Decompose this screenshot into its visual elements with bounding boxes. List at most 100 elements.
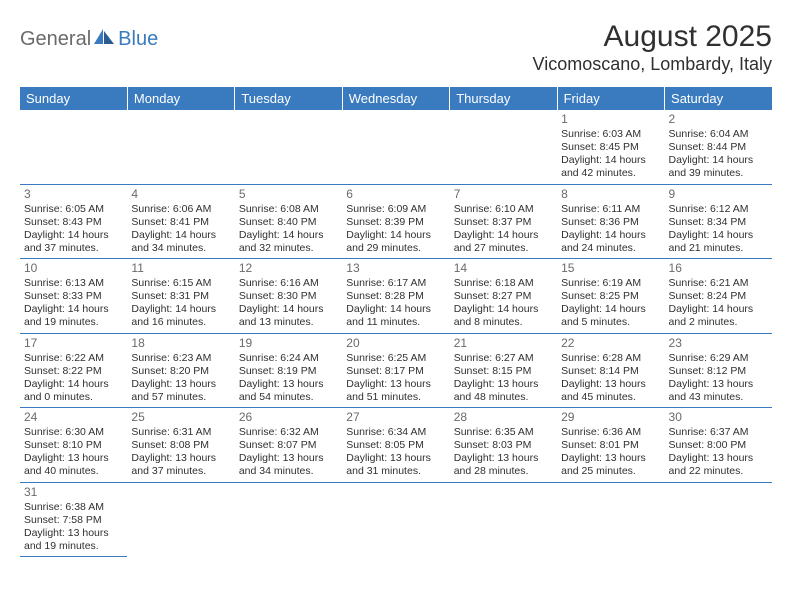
sunrise-line: Sunrise: 6:06 AM (131, 203, 230, 216)
sunset-line: Sunset: 8:24 PM (669, 290, 768, 303)
sunrise-line: Sunrise: 6:24 AM (239, 352, 338, 365)
header: General Blue August 2025 Vicomoscano, Lo… (20, 20, 772, 75)
calendar-row: 24Sunrise: 6:30 AMSunset: 8:10 PMDayligh… (20, 408, 772, 483)
sunrise-line: Sunrise: 6:11 AM (561, 203, 660, 216)
calendar-cell: 27Sunrise: 6:34 AMSunset: 8:05 PMDayligh… (342, 408, 449, 483)
sunrise-line: Sunrise: 6:05 AM (24, 203, 123, 216)
sunset-line: Sunset: 8:17 PM (346, 365, 445, 378)
daylight-line: Daylight: 13 hours and 48 minutes. (454, 378, 553, 404)
day-number: 16 (669, 261, 768, 276)
sunrise-line: Sunrise: 6:08 AM (239, 203, 338, 216)
sunset-line: Sunset: 8:20 PM (131, 365, 230, 378)
day-number: 23 (669, 336, 768, 351)
calendar-cell: 6Sunrise: 6:09 AMSunset: 8:39 PMDaylight… (342, 184, 449, 259)
sunset-line: Sunset: 8:00 PM (669, 439, 768, 452)
day-number: 29 (561, 410, 660, 425)
sunset-line: Sunset: 8:14 PM (561, 365, 660, 378)
daylight-line: Daylight: 14 hours and 27 minutes. (454, 229, 553, 255)
day-number: 2 (669, 112, 768, 127)
calendar-table: SundayMondayTuesdayWednesdayThursdayFrid… (20, 87, 772, 557)
daylight-line: Daylight: 13 hours and 51 minutes. (346, 378, 445, 404)
day-number: 19 (239, 336, 338, 351)
sunrise-line: Sunrise: 6:21 AM (669, 277, 768, 290)
location: Vicomoscano, Lombardy, Italy (533, 54, 772, 75)
sunrise-line: Sunrise: 6:13 AM (24, 277, 123, 290)
sunset-line: Sunset: 8:15 PM (454, 365, 553, 378)
day-number: 18 (131, 336, 230, 351)
calendar-row: 31Sunrise: 6:38 AMSunset: 7:58 PMDayligh… (20, 482, 772, 557)
day-number: 6 (346, 187, 445, 202)
calendar-cell: 16Sunrise: 6:21 AMSunset: 8:24 PMDayligh… (665, 259, 772, 334)
day-number: 4 (131, 187, 230, 202)
sunrise-line: Sunrise: 6:31 AM (131, 426, 230, 439)
sunset-line: Sunset: 8:31 PM (131, 290, 230, 303)
sunrise-line: Sunrise: 6:18 AM (454, 277, 553, 290)
calendar-cell: 12Sunrise: 6:16 AMSunset: 8:30 PMDayligh… (235, 259, 342, 334)
sunrise-line: Sunrise: 6:09 AM (346, 203, 445, 216)
sunrise-line: Sunrise: 6:16 AM (239, 277, 338, 290)
daylight-line: Daylight: 13 hours and 57 minutes. (131, 378, 230, 404)
sunset-line: Sunset: 8:03 PM (454, 439, 553, 452)
calendar-cell: 15Sunrise: 6:19 AMSunset: 8:25 PMDayligh… (557, 259, 664, 334)
day-number: 13 (346, 261, 445, 276)
calendar-cell (235, 482, 342, 557)
daylight-line: Daylight: 13 hours and 19 minutes. (24, 527, 123, 553)
weekday-header: Saturday (665, 87, 772, 110)
sail-icon (93, 28, 115, 51)
sunset-line: Sunset: 8:45 PM (561, 141, 660, 154)
sunset-line: Sunset: 8:10 PM (24, 439, 123, 452)
weekday-header: Tuesday (235, 87, 342, 110)
day-number: 1 (561, 112, 660, 127)
daylight-line: Daylight: 13 hours and 43 minutes. (669, 378, 768, 404)
day-number: 20 (346, 336, 445, 351)
sunset-line: Sunset: 8:12 PM (669, 365, 768, 378)
calendar-row: 3Sunrise: 6:05 AMSunset: 8:43 PMDaylight… (20, 184, 772, 259)
day-number: 25 (131, 410, 230, 425)
calendar-cell: 4Sunrise: 6:06 AMSunset: 8:41 PMDaylight… (127, 184, 234, 259)
sunset-line: Sunset: 8:27 PM (454, 290, 553, 303)
calendar-cell: 28Sunrise: 6:35 AMSunset: 8:03 PMDayligh… (450, 408, 557, 483)
calendar-cell (127, 110, 234, 184)
calendar-cell: 31Sunrise: 6:38 AMSunset: 7:58 PMDayligh… (20, 482, 127, 557)
sunset-line: Sunset: 8:34 PM (669, 216, 768, 229)
calendar-cell: 23Sunrise: 6:29 AMSunset: 8:12 PMDayligh… (665, 333, 772, 408)
sunset-line: Sunset: 8:19 PM (239, 365, 338, 378)
logo-text-general: General (20, 28, 91, 51)
logo-text-blue: Blue (118, 28, 158, 51)
sunrise-line: Sunrise: 6:34 AM (346, 426, 445, 439)
day-number: 7 (454, 187, 553, 202)
sunset-line: Sunset: 8:05 PM (346, 439, 445, 452)
daylight-line: Daylight: 13 hours and 54 minutes. (239, 378, 338, 404)
daylight-line: Daylight: 14 hours and 8 minutes. (454, 303, 553, 329)
sunrise-line: Sunrise: 6:36 AM (561, 426, 660, 439)
daylight-line: Daylight: 14 hours and 39 minutes. (669, 154, 768, 180)
sunrise-line: Sunrise: 6:15 AM (131, 277, 230, 290)
daylight-line: Daylight: 14 hours and 29 minutes. (346, 229, 445, 255)
sunset-line: Sunset: 8:41 PM (131, 216, 230, 229)
sunrise-line: Sunrise: 6:19 AM (561, 277, 660, 290)
day-number: 5 (239, 187, 338, 202)
day-number: 30 (669, 410, 768, 425)
daylight-line: Daylight: 14 hours and 0 minutes. (24, 378, 123, 404)
sunset-line: Sunset: 7:58 PM (24, 514, 123, 527)
daylight-line: Daylight: 13 hours and 34 minutes. (239, 452, 338, 478)
calendar-cell: 19Sunrise: 6:24 AMSunset: 8:19 PMDayligh… (235, 333, 342, 408)
sunrise-line: Sunrise: 6:29 AM (669, 352, 768, 365)
calendar-cell (235, 110, 342, 184)
calendar-cell: 9Sunrise: 6:12 AMSunset: 8:34 PMDaylight… (665, 184, 772, 259)
calendar-cell: 30Sunrise: 6:37 AMSunset: 8:00 PMDayligh… (665, 408, 772, 483)
calendar-cell: 5Sunrise: 6:08 AMSunset: 8:40 PMDaylight… (235, 184, 342, 259)
daylight-line: Daylight: 14 hours and 13 minutes. (239, 303, 338, 329)
calendar-cell: 24Sunrise: 6:30 AMSunset: 8:10 PMDayligh… (20, 408, 127, 483)
sunset-line: Sunset: 8:07 PM (239, 439, 338, 452)
daylight-line: Daylight: 14 hours and 19 minutes. (24, 303, 123, 329)
sunset-line: Sunset: 8:43 PM (24, 216, 123, 229)
daylight-line: Daylight: 13 hours and 22 minutes. (669, 452, 768, 478)
daylight-line: Daylight: 13 hours and 25 minutes. (561, 452, 660, 478)
daylight-line: Daylight: 13 hours and 45 minutes. (561, 378, 660, 404)
sunset-line: Sunset: 8:30 PM (239, 290, 338, 303)
sunset-line: Sunset: 8:40 PM (239, 216, 338, 229)
weekday-header: Monday (127, 87, 234, 110)
calendar-cell: 25Sunrise: 6:31 AMSunset: 8:08 PMDayligh… (127, 408, 234, 483)
sunrise-line: Sunrise: 6:17 AM (346, 277, 445, 290)
